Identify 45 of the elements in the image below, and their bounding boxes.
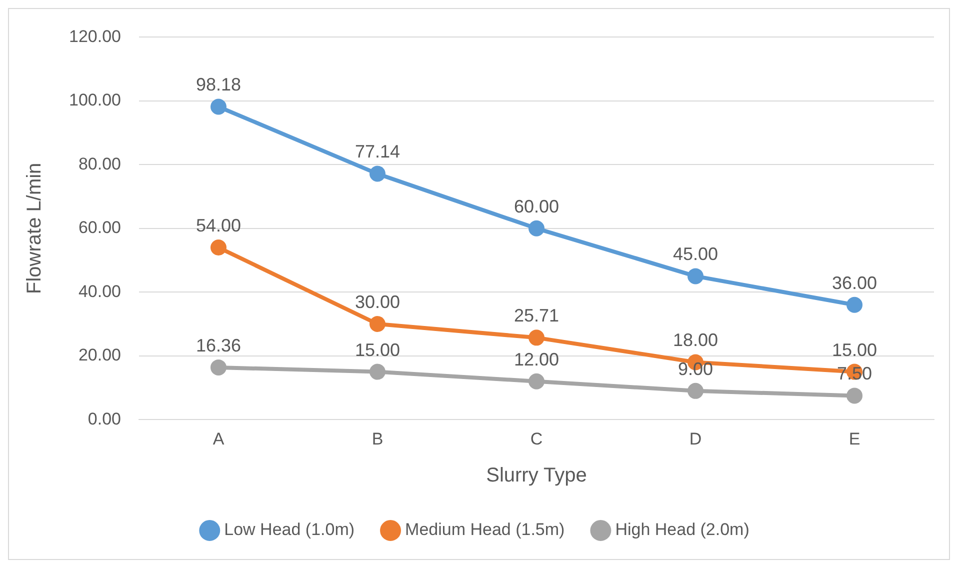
y-tick-label: 120.00: [68, 26, 121, 46]
x-tick-label: C: [530, 429, 543, 448]
y-tick-label: 20.00: [78, 346, 121, 365]
x-tick-label: A: [212, 429, 225, 448]
y-tick-label: 60.00: [78, 218, 121, 238]
point: [370, 316, 386, 332]
data-label: 9.00: [678, 358, 714, 379]
point: [846, 388, 862, 404]
data-label: 15.00: [354, 340, 400, 360]
y-axis-title: Flowrate L/min: [24, 162, 46, 294]
point: [688, 268, 704, 284]
point: [528, 220, 544, 236]
point: [210, 98, 226, 115]
point: [210, 359, 226, 376]
x-tick-label: E: [848, 429, 860, 448]
data-label: 25.71: [514, 306, 560, 326]
x-tick-label: D: [689, 429, 702, 448]
point: [210, 240, 226, 256]
data-label: 98.18: [196, 74, 242, 95]
point: [528, 373, 544, 390]
data-label: 15.00: [832, 340, 878, 360]
data-label: 18.00: [672, 330, 718, 350]
legend-label: Low Head (1.0m): [224, 520, 355, 540]
point: [688, 382, 704, 399]
y-tick-label: 100.00: [68, 90, 121, 110]
data-label: 54.00: [196, 215, 242, 236]
x-tick-label: B: [372, 429, 384, 448]
point: [846, 296, 862, 313]
data-label: 60.00: [514, 196, 560, 216]
data-label: 16.36: [196, 335, 242, 356]
point: [528, 330, 544, 346]
x-axis-title: Slurry Type: [486, 464, 587, 487]
data-label: 7.50: [836, 364, 872, 384]
legend-label: Medium Head (1.5m): [405, 520, 565, 540]
legend-label: High Head (2.0m): [615, 520, 750, 540]
data-label: 77.14: [354, 142, 400, 162]
data-label: 12.00: [514, 349, 560, 370]
data-label: 45.00: [672, 244, 718, 264]
y-tick-label: 0.00: [88, 409, 121, 428]
point: [370, 364, 386, 380]
point: [370, 166, 386, 182]
data-label: 30.00: [354, 292, 400, 312]
y-tick-label: 40.00: [78, 282, 121, 301]
data-label: 36.00: [832, 272, 878, 293]
y-tick-label: 80.00: [78, 154, 121, 174]
